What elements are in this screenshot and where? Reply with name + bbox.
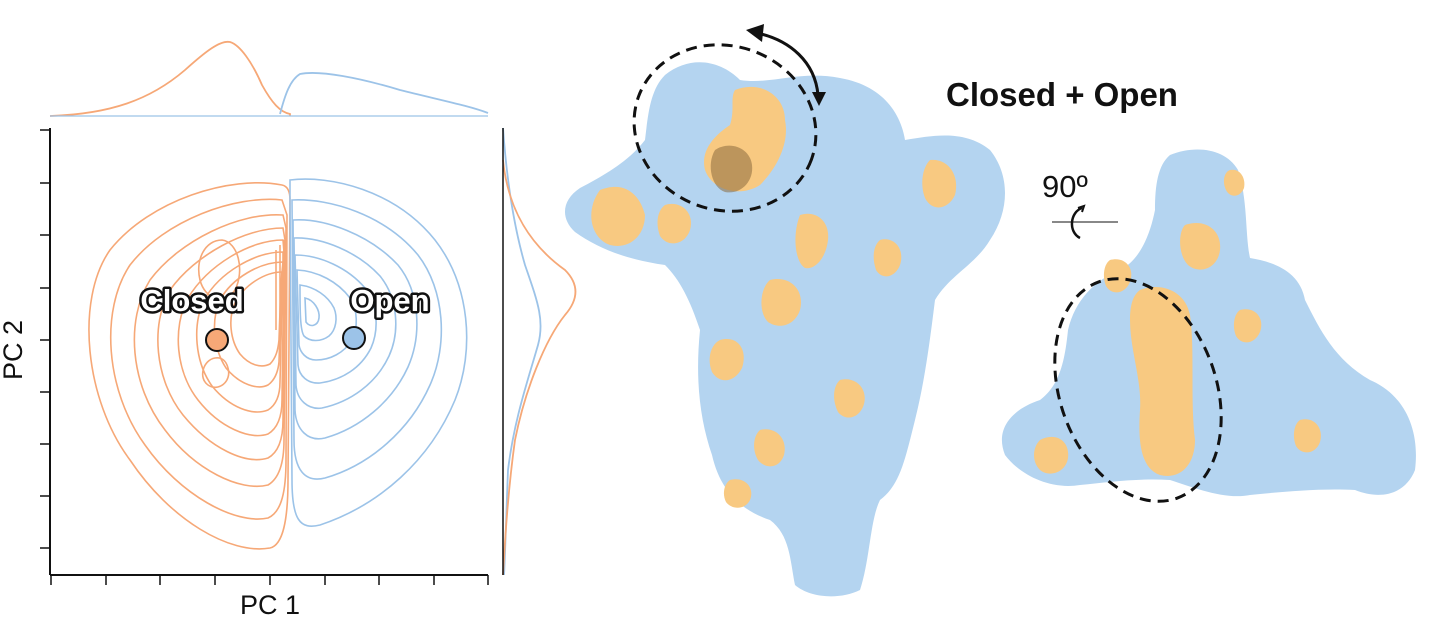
closed-surface-side xyxy=(591,86,957,508)
closed-density-contours xyxy=(88,182,291,550)
y-axis-label: PC 2 xyxy=(0,320,28,380)
rotate-icon xyxy=(1070,206,1083,240)
top-marginal-density xyxy=(49,40,489,117)
open-top-marginal xyxy=(279,72,489,115)
axes xyxy=(40,128,504,585)
maps-title: Closed + Open xyxy=(946,76,1178,113)
side-view-density-map xyxy=(564,24,1005,597)
rotation-angle-label: 90º xyxy=(1042,169,1088,204)
closed-right-marginal xyxy=(502,159,577,576)
closed-center-marker xyxy=(205,328,229,352)
closed-surface-top xyxy=(1034,169,1321,476)
open-density-contours xyxy=(289,178,468,527)
closed-top-marginal xyxy=(49,40,291,117)
domain-shadow xyxy=(710,145,753,193)
open-surface-top xyxy=(1001,149,1416,497)
flexible-domain-highlight xyxy=(632,43,818,213)
x-axis-label: PC 1 xyxy=(240,590,300,620)
open-label: Open xyxy=(350,283,429,318)
top-view-density-map xyxy=(1001,149,1416,503)
open-surface-side xyxy=(564,62,1005,597)
closed-label: Closed xyxy=(140,283,243,318)
flexible-domain-highlight-top xyxy=(1053,277,1223,503)
right-marginal-density xyxy=(502,127,577,576)
motion-arrow xyxy=(746,24,826,106)
open-right-marginal xyxy=(502,127,542,576)
rotation-indicator: 90º xyxy=(1042,169,1118,240)
open-center-marker xyxy=(342,326,366,350)
pca-plot: Closed Open PC 1 PC 2 xyxy=(0,40,577,620)
